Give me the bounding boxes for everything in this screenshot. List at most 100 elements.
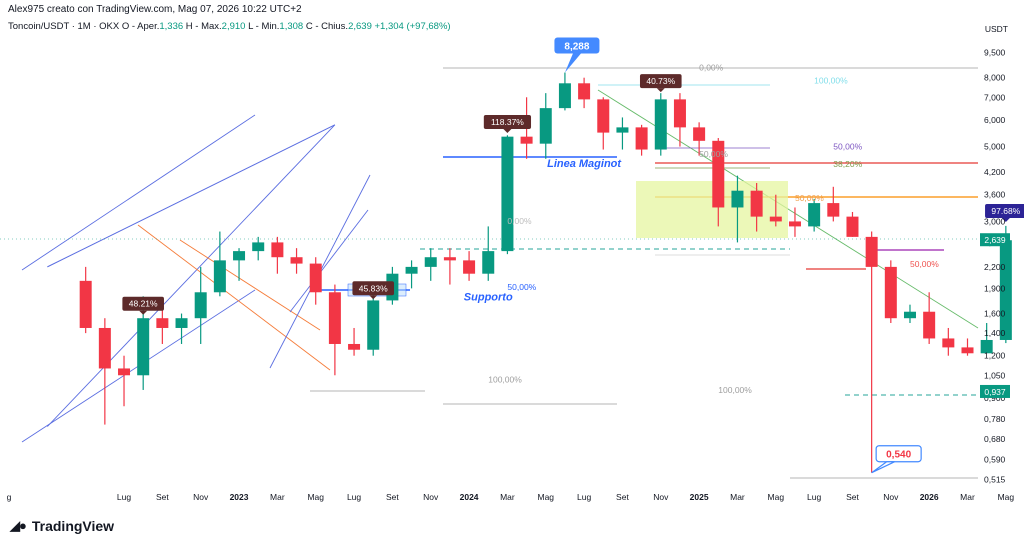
candle <box>558 72 571 111</box>
candle <box>578 77 591 109</box>
candle-body <box>367 300 380 350</box>
high-callout-box <box>554 37 600 54</box>
candle-body <box>961 347 974 354</box>
candle <box>923 292 936 344</box>
level-label: 50,00% <box>910 259 939 269</box>
tradingview-brand[interactable]: ◢● TradingView <box>10 518 114 534</box>
candle <box>846 211 859 237</box>
candle-body <box>616 127 629 133</box>
candle-body <box>558 83 571 109</box>
candle-body <box>999 240 1012 340</box>
candle <box>424 248 437 281</box>
candles-layer <box>79 72 1012 473</box>
candle-body <box>865 236 878 267</box>
x-tick-label: Set <box>156 492 169 502</box>
low-callout-box <box>875 445 922 463</box>
candle-body <box>769 216 782 222</box>
last-price-tag-text: 2,639 <box>984 235 1006 245</box>
x-tick-label: Nov <box>883 492 899 502</box>
candle-body <box>673 99 686 128</box>
x-tick-label: Lug <box>347 492 361 502</box>
open-label: O - Aper. <box>121 21 160 32</box>
drawings-layer <box>0 67 979 479</box>
candle <box>290 248 303 274</box>
y-tick-label: 6,000 <box>984 115 1006 125</box>
close-label: C - Chius. <box>305 21 349 32</box>
candle <box>79 266 92 334</box>
author-line: Alex975 creato con TradingView.com, Mag … <box>8 4 302 15</box>
candle-body <box>233 251 246 261</box>
candle <box>827 186 840 222</box>
candle <box>865 231 878 473</box>
x-tick-label: Nov <box>653 492 669 502</box>
candle <box>903 304 916 324</box>
candle-body <box>424 257 437 267</box>
candle <box>942 327 955 356</box>
x-tick-label: 2025 <box>690 492 709 502</box>
candle <box>405 260 418 289</box>
candle-body <box>501 136 514 252</box>
candle <box>673 93 686 147</box>
level-0937-tag-text: 0,937 <box>984 387 1006 397</box>
y-tick-label: 0,780 <box>984 414 1006 424</box>
candle <box>194 266 207 344</box>
x-tick-label: Mar <box>960 492 975 502</box>
level-label: 50,00% <box>507 282 536 292</box>
y-tick-label: 4,200 <box>984 167 1006 177</box>
last-price-tag-box <box>980 233 1010 247</box>
candle <box>367 288 380 356</box>
candle <box>712 138 725 227</box>
candle-body <box>693 127 706 141</box>
tradingview-logo-icon: ◢● <box>10 518 27 533</box>
annotation-text: Linea Maginot <box>547 158 622 170</box>
x-tick-label: Mag <box>768 492 785 502</box>
pct-badge-text: 97.68% <box>991 206 1020 216</box>
candle <box>233 248 246 281</box>
candle-body <box>252 242 265 252</box>
candle <box>252 236 265 261</box>
level-label: 0,00% <box>507 216 532 226</box>
candle-body <box>98 327 111 369</box>
candle-body <box>923 311 936 339</box>
level-label: 50,00% <box>795 193 824 203</box>
y-tick-label: 1,400 <box>984 328 1006 338</box>
candle-body <box>482 251 495 274</box>
channel-upper-line <box>21 114 256 271</box>
pct-badge <box>985 204 1024 219</box>
candle <box>884 260 897 324</box>
pct-badge-pointer <box>139 310 148 315</box>
candle-body <box>271 242 284 258</box>
level-label: 50,00% <box>833 142 862 152</box>
pct-badge-text: 48.21% <box>129 299 158 309</box>
x-tick-label: 2023 <box>230 492 249 502</box>
axes-layer: USDT 9,500 8,000 7,000 6,000 5,000 4,200 3,600 3… <box>7 24 1015 502</box>
candle-body <box>635 127 648 150</box>
pct-badge <box>639 74 682 89</box>
channel-lower-line <box>47 124 336 427</box>
low-label: L - Min. <box>248 21 280 32</box>
low-callout-text: 0,540 <box>886 450 911 461</box>
y-tick-label: 3,600 <box>984 190 1006 200</box>
y-tick-label: 1,900 <box>984 283 1006 293</box>
level-label: 38,20% <box>833 159 862 169</box>
level-0937-tag-box <box>980 384 1010 398</box>
y-tick-label: 0,590 <box>984 455 1006 465</box>
candle-body <box>808 203 821 227</box>
pct-badge-pointer <box>1001 218 1010 223</box>
candle <box>271 236 284 274</box>
pct-badge-pointer <box>656 88 665 93</box>
level-label: 50,00% <box>699 149 728 159</box>
pct-badge <box>352 281 395 296</box>
low-callout-pointer <box>871 461 895 474</box>
y-tick-label: 5,000 <box>984 142 1006 152</box>
candle <box>213 231 226 297</box>
blue-rising-line-2 <box>289 209 369 313</box>
candle <box>482 226 495 281</box>
open-value: 1,336 <box>159 21 184 32</box>
candle-body <box>884 266 897 319</box>
candle <box>788 207 801 237</box>
candle-body <box>520 136 533 144</box>
candle-body <box>213 260 226 293</box>
candle <box>118 355 131 407</box>
